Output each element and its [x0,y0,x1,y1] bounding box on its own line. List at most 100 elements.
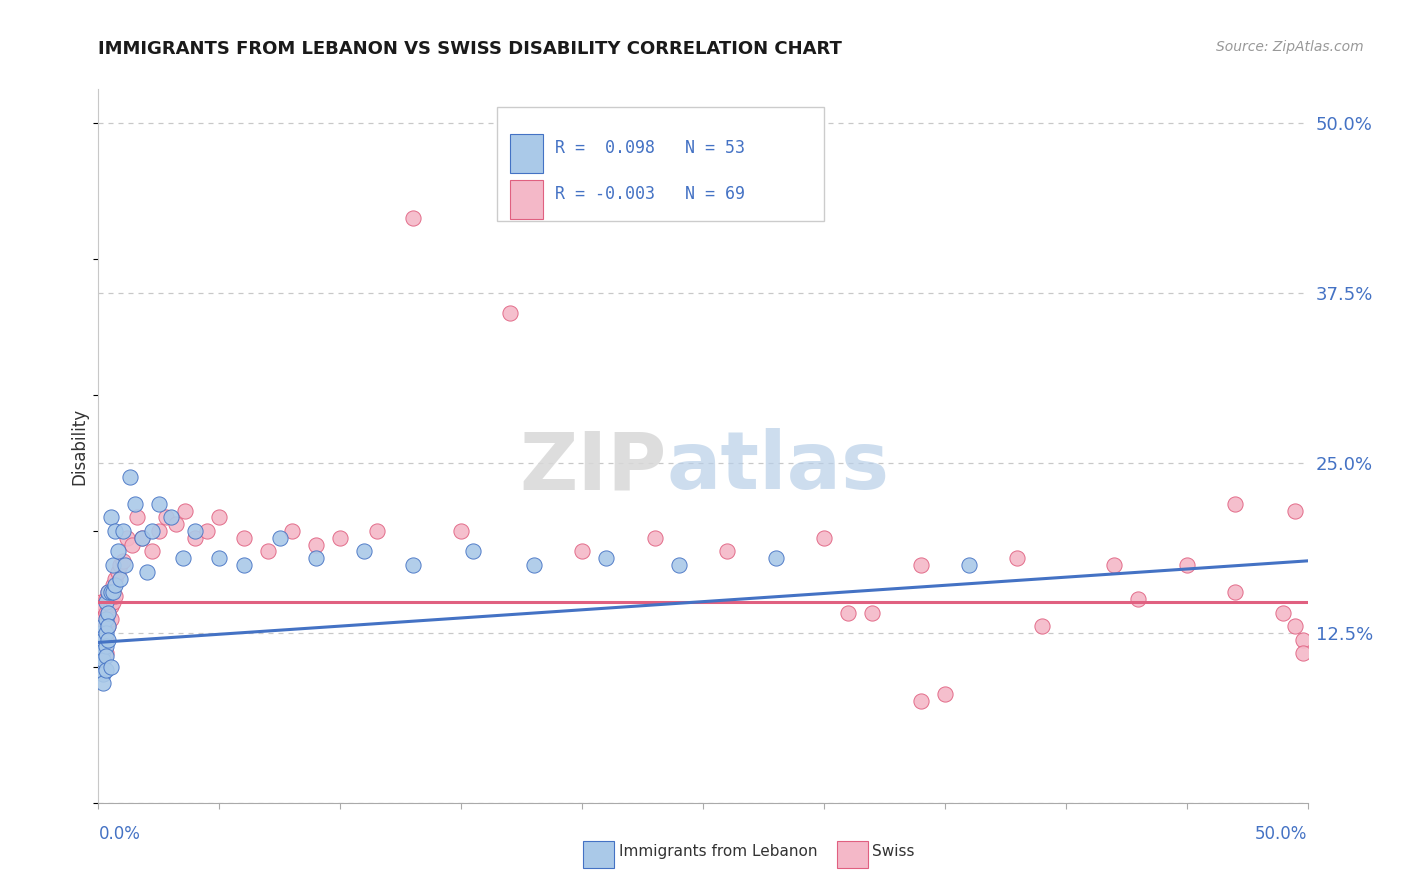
Point [94,606,117,620]
Point [1223,585,1246,599]
Point [94,591,117,606]
Text: ZIP: ZIP [519,428,666,507]
Point [91,632,114,647]
Text: Immigrants from Lebanon: Immigrants from Lebanon [619,845,817,859]
Point [1284,503,1306,517]
Point [148,497,170,511]
Point [305,551,328,566]
Point [94,619,117,633]
Point [101,558,124,572]
Point [90,640,112,654]
Point [90,594,112,608]
Point [107,565,129,579]
Point [108,572,131,586]
Point [1102,558,1125,572]
Point [366,524,388,538]
Point [100,510,122,524]
Point [1007,551,1029,566]
Text: Source: ZipAtlas.com: Source: ZipAtlas.com [1216,40,1364,54]
Point [101,594,124,608]
Point [94,626,117,640]
Point [498,306,520,320]
Point [160,510,183,524]
Point [90,626,112,640]
Point [195,524,218,538]
Point [90,646,112,660]
Point [94,663,117,677]
Point [141,524,163,538]
Point [97,606,120,620]
Point [91,653,114,667]
Point [174,503,197,517]
Point [90,626,112,640]
Point [90,612,112,626]
Point [127,510,149,524]
Point [450,524,472,538]
Point [523,558,546,572]
FancyBboxPatch shape [509,134,543,173]
Point [668,558,690,572]
Y-axis label: Disability: Disability [70,408,89,484]
Point [155,510,177,524]
Point [1272,606,1295,620]
Point [463,544,485,558]
Point [100,660,122,674]
Point [910,694,932,708]
Point [208,510,231,524]
Point [1223,497,1246,511]
Text: R =  0.098   N = 53: R = 0.098 N = 53 [555,139,745,157]
Text: 50.0%: 50.0% [1256,825,1308,843]
Point [184,524,207,538]
Point [100,585,122,599]
Point [111,524,134,538]
Point [97,632,120,647]
Text: atlas: atlas [666,428,890,507]
Text: IMMIGRANTS FROM LEBANON VS SWISS DISABILITY CORRELATION CHART: IMMIGRANTS FROM LEBANON VS SWISS DISABIL… [98,40,842,58]
Point [1292,632,1315,647]
Point [1292,646,1315,660]
Point [172,551,194,566]
Point [101,578,124,592]
Point [111,554,134,568]
Point [118,469,141,483]
Point [97,619,120,633]
Point [104,578,127,592]
Point [595,551,617,566]
Point [957,558,980,572]
Point [101,585,124,599]
Point [94,640,117,654]
Point [104,589,127,603]
Point [329,531,352,545]
Point [91,666,114,681]
Point [232,531,254,545]
Point [100,599,122,613]
Point [305,537,328,551]
Point [269,531,291,545]
Point [232,558,254,572]
Point [208,551,231,566]
Point [100,585,122,599]
Point [114,558,136,572]
FancyBboxPatch shape [509,180,543,219]
Point [571,544,593,558]
Point [100,612,122,626]
Point [97,585,120,599]
Point [281,524,304,538]
Text: 0.0%: 0.0% [98,825,141,843]
Point [716,544,738,558]
Point [402,558,425,572]
Point [94,612,117,626]
Point [90,635,112,649]
Point [97,585,120,599]
Point [91,599,114,613]
Point [94,648,117,663]
Point [131,531,153,545]
Point [934,687,956,701]
Point [165,517,187,532]
Point [94,646,117,660]
Point [94,632,117,647]
Point [91,676,114,690]
Point [813,531,835,545]
Point [97,606,120,620]
FancyBboxPatch shape [498,107,824,221]
